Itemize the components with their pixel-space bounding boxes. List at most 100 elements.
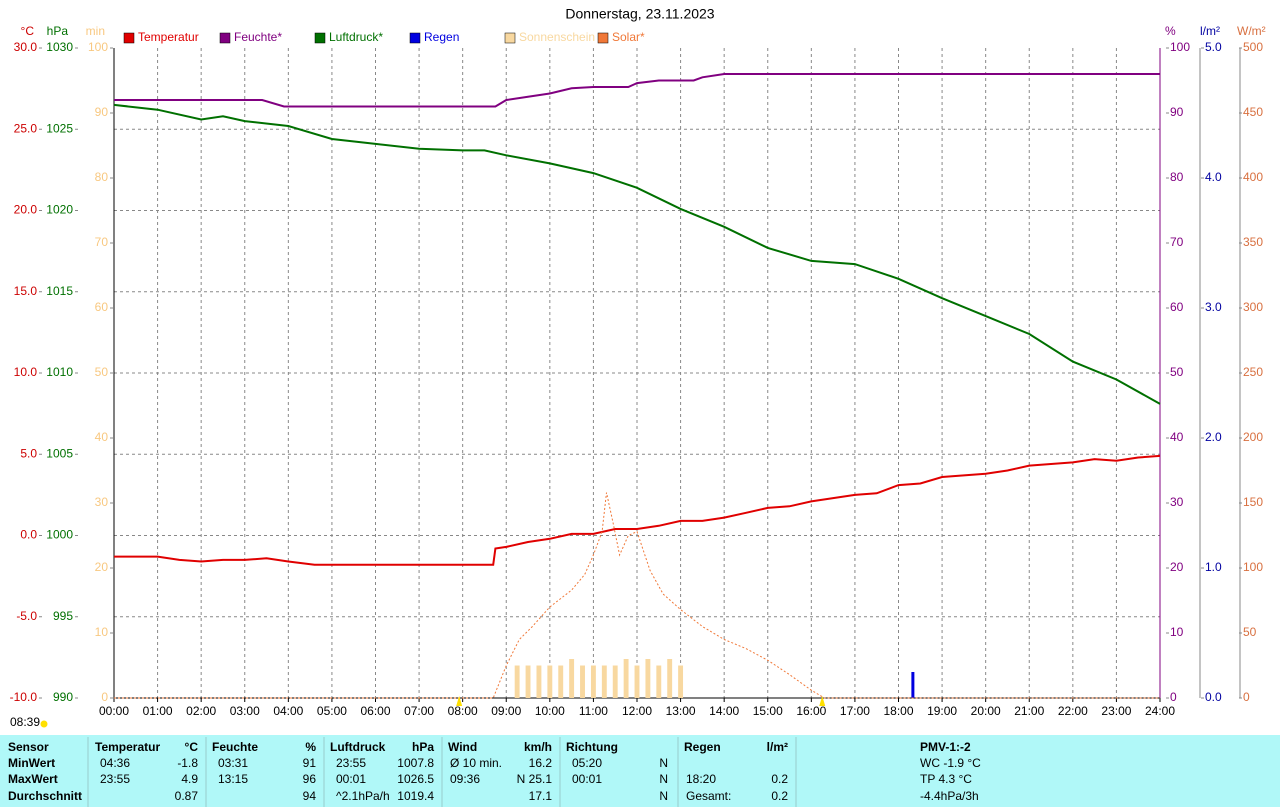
table-cell: 4.9 bbox=[181, 772, 198, 786]
grid bbox=[114, 48, 1160, 698]
x-tick-label: 01:00 bbox=[143, 704, 173, 718]
y-tick-label: 20.0 bbox=[14, 203, 38, 217]
y-tick-label: 100 bbox=[1243, 560, 1263, 574]
y-tick-label: 1025 bbox=[46, 121, 73, 135]
axis-unit: W/m² bbox=[1237, 24, 1266, 38]
table-cell: -1.8 bbox=[177, 756, 198, 770]
bar bbox=[547, 665, 553, 698]
bar bbox=[569, 659, 575, 698]
table-header: °C bbox=[185, 740, 199, 754]
x-tick-label: 09:00 bbox=[491, 704, 521, 718]
y-tick-label: 450 bbox=[1243, 105, 1263, 119]
table-cell: N bbox=[659, 772, 668, 786]
table-row-label: MinWert bbox=[8, 756, 55, 770]
table-header: % bbox=[305, 740, 316, 754]
x-tick-label: 19:00 bbox=[927, 704, 957, 718]
legend-swatch bbox=[597, 32, 609, 44]
y-tick-label: 80 bbox=[1170, 170, 1184, 184]
sun-icon bbox=[40, 720, 48, 728]
table-cell: 0.2 bbox=[771, 772, 788, 786]
y-tick-label: 50 bbox=[1170, 365, 1184, 379]
table-header: Luftdruck bbox=[330, 740, 386, 754]
y-tick-label: 10.0 bbox=[14, 365, 38, 379]
y-tick-label: 1000 bbox=[46, 528, 73, 542]
y-tick-label: 250 bbox=[1243, 365, 1263, 379]
bar bbox=[634, 665, 640, 698]
table-header: Richtung bbox=[566, 740, 618, 754]
x-tick-label: 00:00 bbox=[99, 704, 129, 718]
table-cell: 05:20 bbox=[572, 756, 602, 770]
sun-marker bbox=[819, 696, 826, 706]
axis-unit: min bbox=[86, 24, 105, 38]
x-tick-label: 12:00 bbox=[622, 704, 652, 718]
y-tick-label: 10 bbox=[95, 625, 109, 639]
table-cell: 23:55 bbox=[336, 756, 366, 770]
timestamp: 08:39 bbox=[10, 715, 40, 729]
x-tick-label: 18:00 bbox=[883, 704, 913, 718]
y-tick-label: 10 bbox=[1170, 625, 1184, 639]
table-cell: N bbox=[659, 789, 668, 803]
axis-unit: % bbox=[1165, 24, 1176, 38]
table-header: Regen bbox=[684, 740, 721, 754]
y-tick-label: 300 bbox=[1243, 300, 1263, 314]
bar bbox=[623, 659, 629, 698]
bar bbox=[667, 659, 673, 698]
x-tick-label: 10:00 bbox=[535, 704, 565, 718]
bar bbox=[580, 665, 585, 698]
y-tick-label: 200 bbox=[1243, 430, 1263, 444]
y-tick-label: 15.0 bbox=[14, 284, 38, 298]
table-cell: 0.2 bbox=[771, 789, 788, 803]
y-tick-label: -10.0 bbox=[10, 690, 38, 704]
y-tick-label: 90 bbox=[95, 105, 109, 119]
x-tick-label: 02:00 bbox=[186, 704, 216, 718]
y-tick-label: -5.0 bbox=[16, 609, 37, 623]
y-tick-label: 20 bbox=[95, 560, 109, 574]
y-tick-label: 0 bbox=[101, 690, 108, 704]
bar bbox=[558, 665, 564, 698]
table-header: hPa bbox=[412, 740, 434, 754]
y-tick-label: 150 bbox=[1243, 495, 1263, 509]
legend-label: Solar* bbox=[612, 30, 645, 44]
table-cell: ^2.1hPa/h bbox=[336, 789, 390, 803]
y-tick-label: 20 bbox=[1170, 560, 1184, 574]
bar bbox=[525, 665, 531, 698]
x-tick-label: 07:00 bbox=[404, 704, 434, 718]
legend-label: Sonnenschein bbox=[519, 30, 595, 44]
y-tick-label: 90 bbox=[1170, 105, 1184, 119]
x-tick-label: 20:00 bbox=[971, 704, 1001, 718]
table-header: Sensor bbox=[8, 740, 49, 754]
bar bbox=[678, 665, 684, 698]
table-background bbox=[0, 735, 1280, 807]
sun-marker bbox=[456, 696, 463, 706]
table-header: Temperatur bbox=[95, 740, 160, 754]
axis-unit: °C bbox=[21, 24, 35, 38]
x-tick-label: 06:00 bbox=[360, 704, 390, 718]
legend-label: Regen bbox=[424, 30, 459, 44]
bar bbox=[645, 659, 651, 698]
y-tick-label: 500 bbox=[1243, 40, 1263, 54]
y-tick-label: 100 bbox=[88, 40, 108, 54]
table-cell: 94 bbox=[303, 789, 317, 803]
x-tick-label: 17:00 bbox=[840, 704, 870, 718]
bar bbox=[590, 665, 596, 698]
y-tick-label: 30 bbox=[1170, 495, 1184, 509]
table-cell: Ø 10 min. bbox=[450, 756, 502, 770]
table-cell: WC -1.9 °C bbox=[920, 756, 981, 770]
y-tick-label: 1.0 bbox=[1205, 560, 1222, 574]
y-tick-label: 0.0 bbox=[1205, 690, 1222, 704]
y-tick-label: 1030 bbox=[46, 40, 73, 54]
y-tick-label: 40 bbox=[1170, 430, 1184, 444]
y-tick-label: 1005 bbox=[46, 446, 73, 460]
bar bbox=[911, 672, 915, 698]
table-row-label: Durchschnitt bbox=[8, 789, 82, 803]
table-cell: 16.2 bbox=[529, 756, 553, 770]
y-tick-label: 350 bbox=[1243, 235, 1263, 249]
table-cell: 09:36 bbox=[450, 772, 480, 786]
legend-label: Temperatur bbox=[138, 30, 199, 44]
table-cell: 1007.8 bbox=[397, 756, 434, 770]
legend-swatch bbox=[314, 32, 326, 44]
y-tick-label: 50 bbox=[1243, 625, 1257, 639]
x-tick-label: 13:00 bbox=[666, 704, 696, 718]
y-tick-label: 100 bbox=[1170, 40, 1190, 54]
